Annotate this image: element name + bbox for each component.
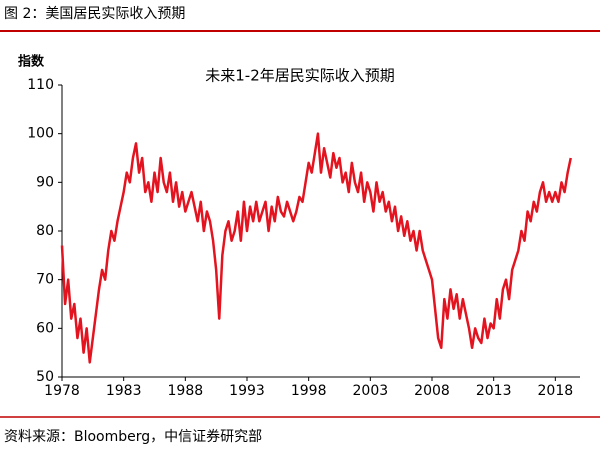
y-tick-label: 90 [36,174,54,190]
x-tick-label: 2013 [476,383,512,399]
y-tick-label: 50 [36,369,54,385]
x-tick-label: 2008 [414,383,450,399]
y-tick-label: 70 [36,272,54,288]
data-line [60,132,572,364]
x-tick-label: 1978 [44,383,80,399]
source-note: 资料来源：Bloomberg，中信证券研究部 [4,429,262,445]
x-tick-label: 2018 [538,383,574,399]
y-tick-label: 110 [27,77,54,93]
y-tick-label: 80 [36,223,54,239]
y-tick-label: 100 [27,126,54,142]
page-title: 图 2：美国居民实际收入预期 [4,6,185,22]
x-tick-label: 1983 [106,383,142,399]
chart-title: 未来1-2年居民实际收入预期 [205,67,395,85]
x-tick-label: 2003 [353,383,389,399]
y-tick-label: 60 [36,320,54,336]
x-tick-label: 1998 [291,383,327,399]
x-tick-label: 1988 [168,383,204,399]
y-axis-label: 指数 [18,54,45,70]
x-tick-label: 1993 [229,383,265,399]
